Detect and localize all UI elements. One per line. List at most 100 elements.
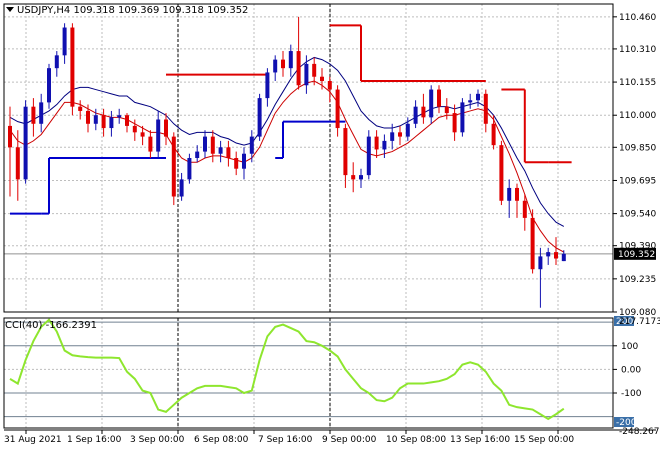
candle-body	[398, 132, 402, 137]
price-tick-label: 110.000	[619, 111, 656, 121]
time-tick-label: 3 Sep 00:00	[130, 435, 185, 445]
price-tick-label: 110.310	[619, 45, 656, 55]
candle-body	[515, 187, 519, 201]
candle-body	[320, 76, 324, 81]
time-tick-label: 15 Sep 00:00	[514, 435, 574, 445]
candle-body	[218, 147, 223, 154]
candle-body	[203, 136, 207, 152]
candle-body	[530, 217, 535, 270]
candle-body	[366, 136, 371, 176]
candle-body	[421, 106, 426, 118]
candle-body	[546, 252, 551, 257]
candle-body	[499, 145, 504, 201]
moving-averages	[9, 56, 565, 253]
candle-body	[156, 119, 161, 152]
cci-min-label: -248.2672	[619, 427, 660, 437]
price-tick-label: 110.460	[619, 13, 656, 23]
candle-body	[78, 106, 83, 111]
time-tick-label: 1 Sep 16:00	[67, 435, 122, 445]
candle-body	[242, 153, 246, 169]
current-price-label: 109.352	[618, 250, 655, 260]
candle-body	[117, 115, 122, 118]
time-tick-label: 31 Aug 2021	[4, 435, 62, 445]
candle-body	[312, 63, 317, 77]
candle-body	[93, 115, 98, 124]
candle-body	[140, 132, 145, 137]
candle-body	[257, 98, 262, 137]
candle-body	[522, 200, 527, 218]
cci-tick-label: 100	[621, 342, 638, 352]
candle-body	[476, 93, 480, 101]
candle-body	[164, 119, 168, 137]
candle-body	[452, 113, 457, 133]
candle-body	[195, 151, 200, 158]
candle-body	[281, 59, 285, 69]
time-tick-label: 9 Sep 00:00	[322, 435, 377, 445]
candle-body	[288, 51, 293, 69]
candle-body	[249, 136, 254, 154]
candle-body	[359, 175, 363, 180]
price-tick-label: 109.850	[619, 143, 656, 153]
candle-body	[538, 256, 543, 270]
candle-body	[429, 89, 434, 118]
candle-body	[507, 187, 512, 201]
candle-body	[491, 123, 496, 146]
time-axis: 31 Aug 2021 1 Sep 16:00 3 Sep 00:00 6 Sep 0…	[4, 430, 574, 445]
candle-body	[468, 100, 473, 103]
candle-body	[554, 252, 558, 259]
price-tick-label: 109.235	[619, 275, 656, 285]
cci-title: CCI(40) -166.2391	[5, 320, 97, 331]
price-axis: 110.460 110.310 110.155 110.000 109.850 109.6…	[613, 13, 660, 437]
candle-body	[382, 140, 387, 150]
candle-body	[179, 179, 184, 197]
cci-level-badge	[614, 316, 634, 326]
candle-body	[390, 132, 395, 141]
candle-body	[15, 147, 20, 180]
time-tick-label: 13 Sep 16:00	[450, 435, 510, 445]
candle-body	[296, 51, 301, 86]
candle-body	[31, 106, 36, 124]
cci-tick-label: 0.00	[621, 365, 641, 375]
time-tick-label: 10 Sep 08:00	[386, 435, 446, 445]
candle-body	[148, 136, 153, 152]
candle-body	[171, 136, 176, 197]
chart-title: USDJPY,H4 109.318 109.369 109.318 109.35…	[17, 5, 248, 16]
candle-body	[125, 115, 129, 126]
chart-menu-triangle-icon[interactable]	[6, 7, 14, 12]
candle-body	[8, 125, 12, 148]
candle-body	[187, 158, 192, 180]
candle-body	[265, 72, 270, 99]
cci-level-badge-label: 200	[616, 317, 633, 327]
current-price-box	[614, 247, 656, 260]
candle-body	[351, 175, 356, 180]
candle-body	[343, 128, 348, 176]
candle-body	[109, 117, 114, 129]
cci-max-label: 217.7173	[619, 317, 660, 327]
candle-body	[86, 110, 90, 124]
cci-tick-label: -100	[621, 389, 642, 399]
candle-body	[234, 158, 239, 169]
candle-body	[210, 136, 215, 154]
candle-body	[335, 89, 340, 129]
candle-body	[405, 123, 410, 137]
cci-level-badge	[614, 417, 634, 427]
support-resistance-lines	[10, 24, 572, 215]
price-panel-frame	[3, 3, 614, 313]
candle-body	[132, 125, 137, 133]
candle-body	[413, 106, 418, 124]
candle-body	[561, 253, 566, 262]
candle-body	[39, 102, 44, 124]
cci-line	[9, 318, 565, 421]
price-tick-label: 109.695	[619, 176, 656, 186]
candles	[8, 16, 566, 308]
candle-body	[70, 27, 75, 107]
candle-body	[23, 106, 28, 180]
candle-body	[62, 27, 67, 56]
price-tick-label: 109.080	[619, 308, 656, 318]
cci-panel-frame	[3, 317, 614, 429]
candle-body	[327, 81, 332, 90]
cci-indicator	[4, 318, 613, 421]
candle-body	[374, 136, 379, 150]
candle-body	[437, 89, 441, 107]
